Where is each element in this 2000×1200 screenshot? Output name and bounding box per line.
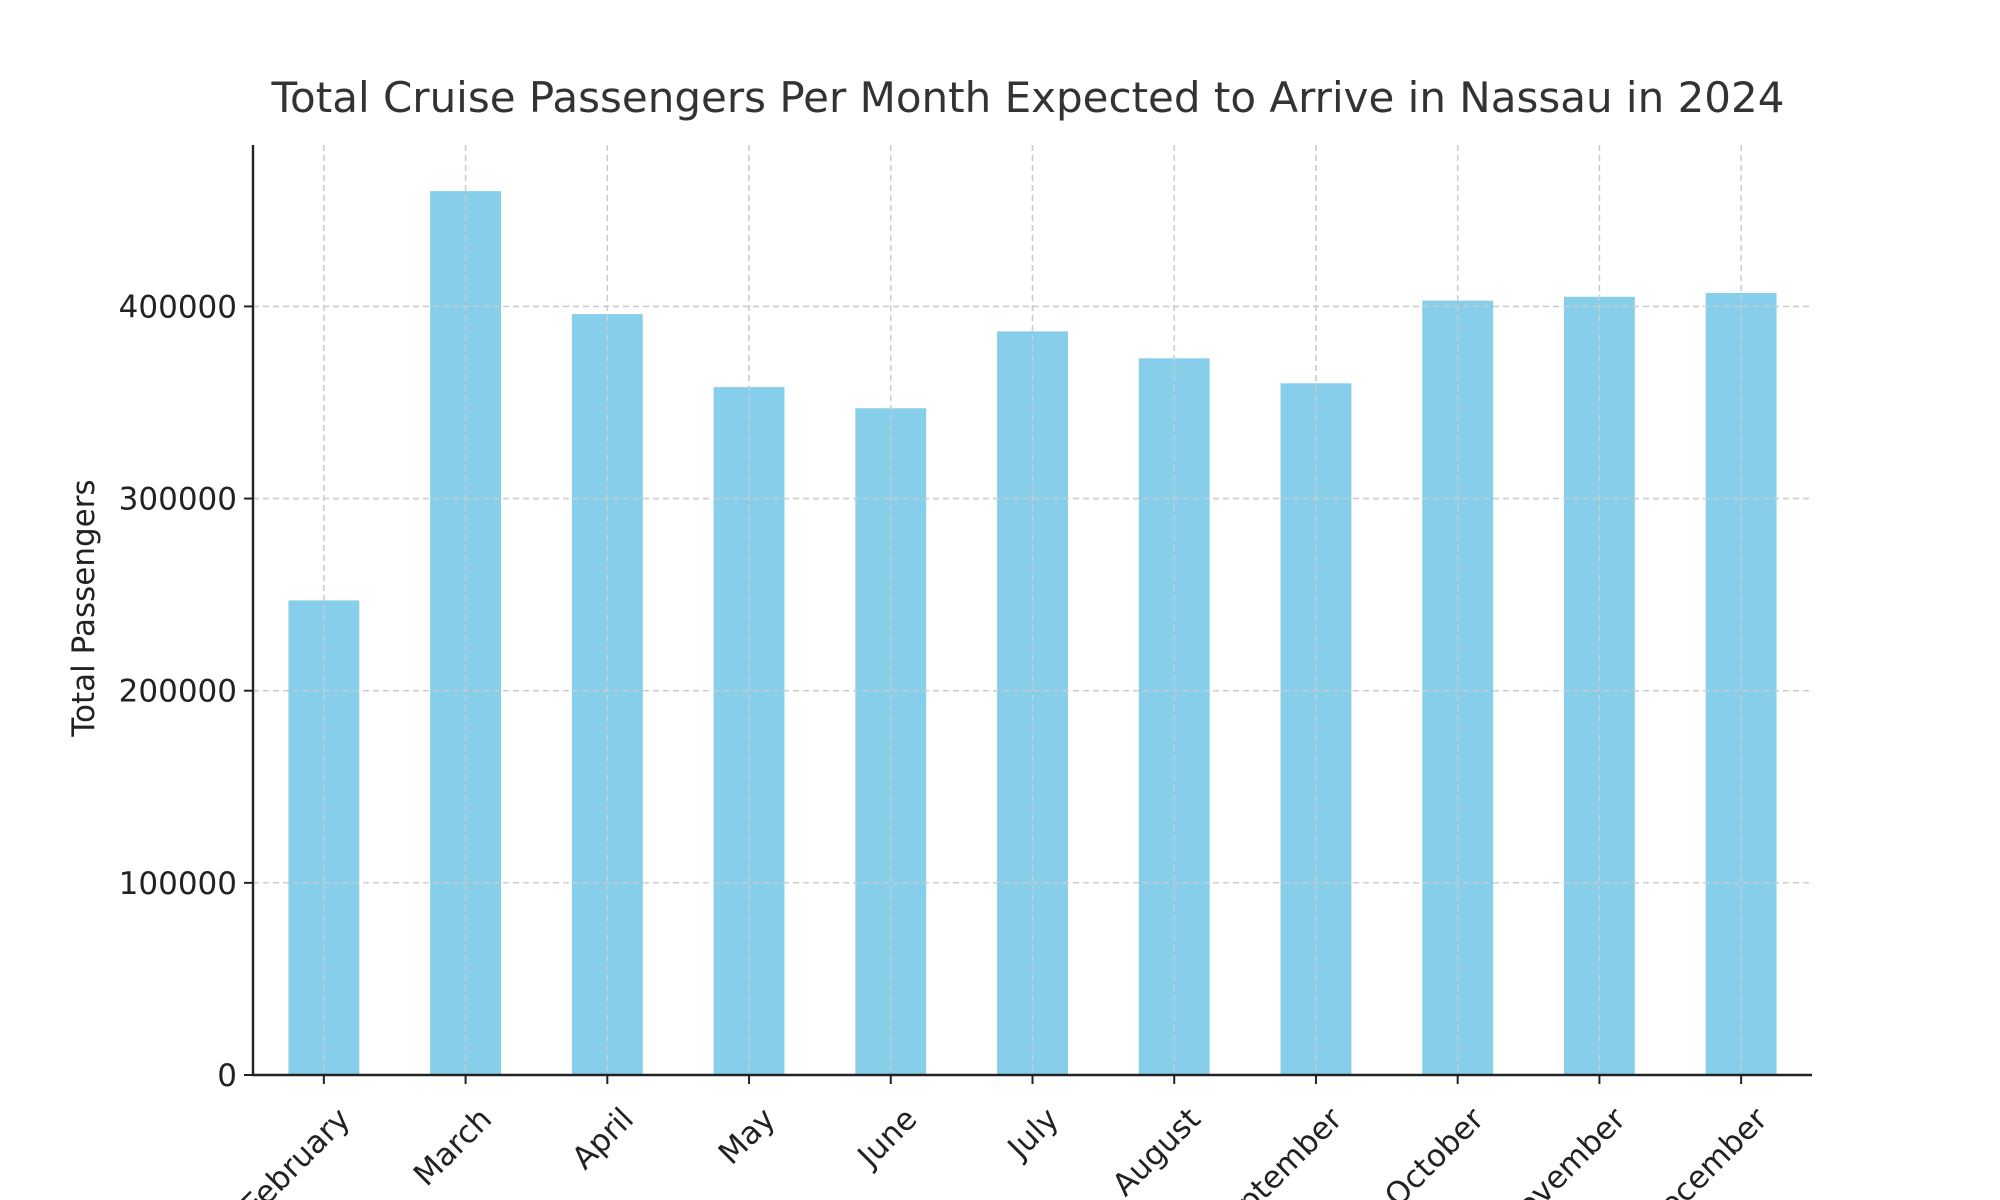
y-tick-label: 300000	[119, 482, 237, 518]
x-tick-label-july: July	[1000, 1101, 1066, 1167]
x-tick-label-december: December	[1636, 1101, 1775, 1200]
y-tick-label: 0	[217, 1058, 237, 1094]
x-tick-label-may: May	[712, 1101, 783, 1172]
x-tick-label-october: October	[1378, 1101, 1491, 1200]
x-tick-label-march: March	[407, 1101, 499, 1193]
x-tick-label-november: November	[1493, 1101, 1633, 1200]
x-tick-label-june: June	[850, 1101, 925, 1176]
x-tick-label-august: August	[1106, 1101, 1208, 1200]
x-tick-label-february: February	[235, 1101, 358, 1200]
x-tick-label-april: April	[565, 1101, 641, 1177]
bars	[253, 145, 1812, 1076]
y-axis-label: Total Passengers	[66, 479, 102, 737]
x-tick-label-september: September	[1203, 1101, 1350, 1200]
chart-title: Total Cruise Passengers Per Month Expect…	[271, 73, 1785, 122]
y-tick-label: 100000	[119, 866, 237, 902]
bar-december	[1705, 292, 1777, 1075]
bar-march	[430, 191, 502, 1075]
axes	[244, 145, 1812, 1084]
y-tick-label: 400000	[119, 289, 237, 325]
y-tick-label: 200000	[119, 674, 237, 710]
tick-labels: 0 100000 200000 300000 400000 February March Ap…	[119, 289, 1775, 1200]
bar-july	[997, 331, 1068, 1076]
